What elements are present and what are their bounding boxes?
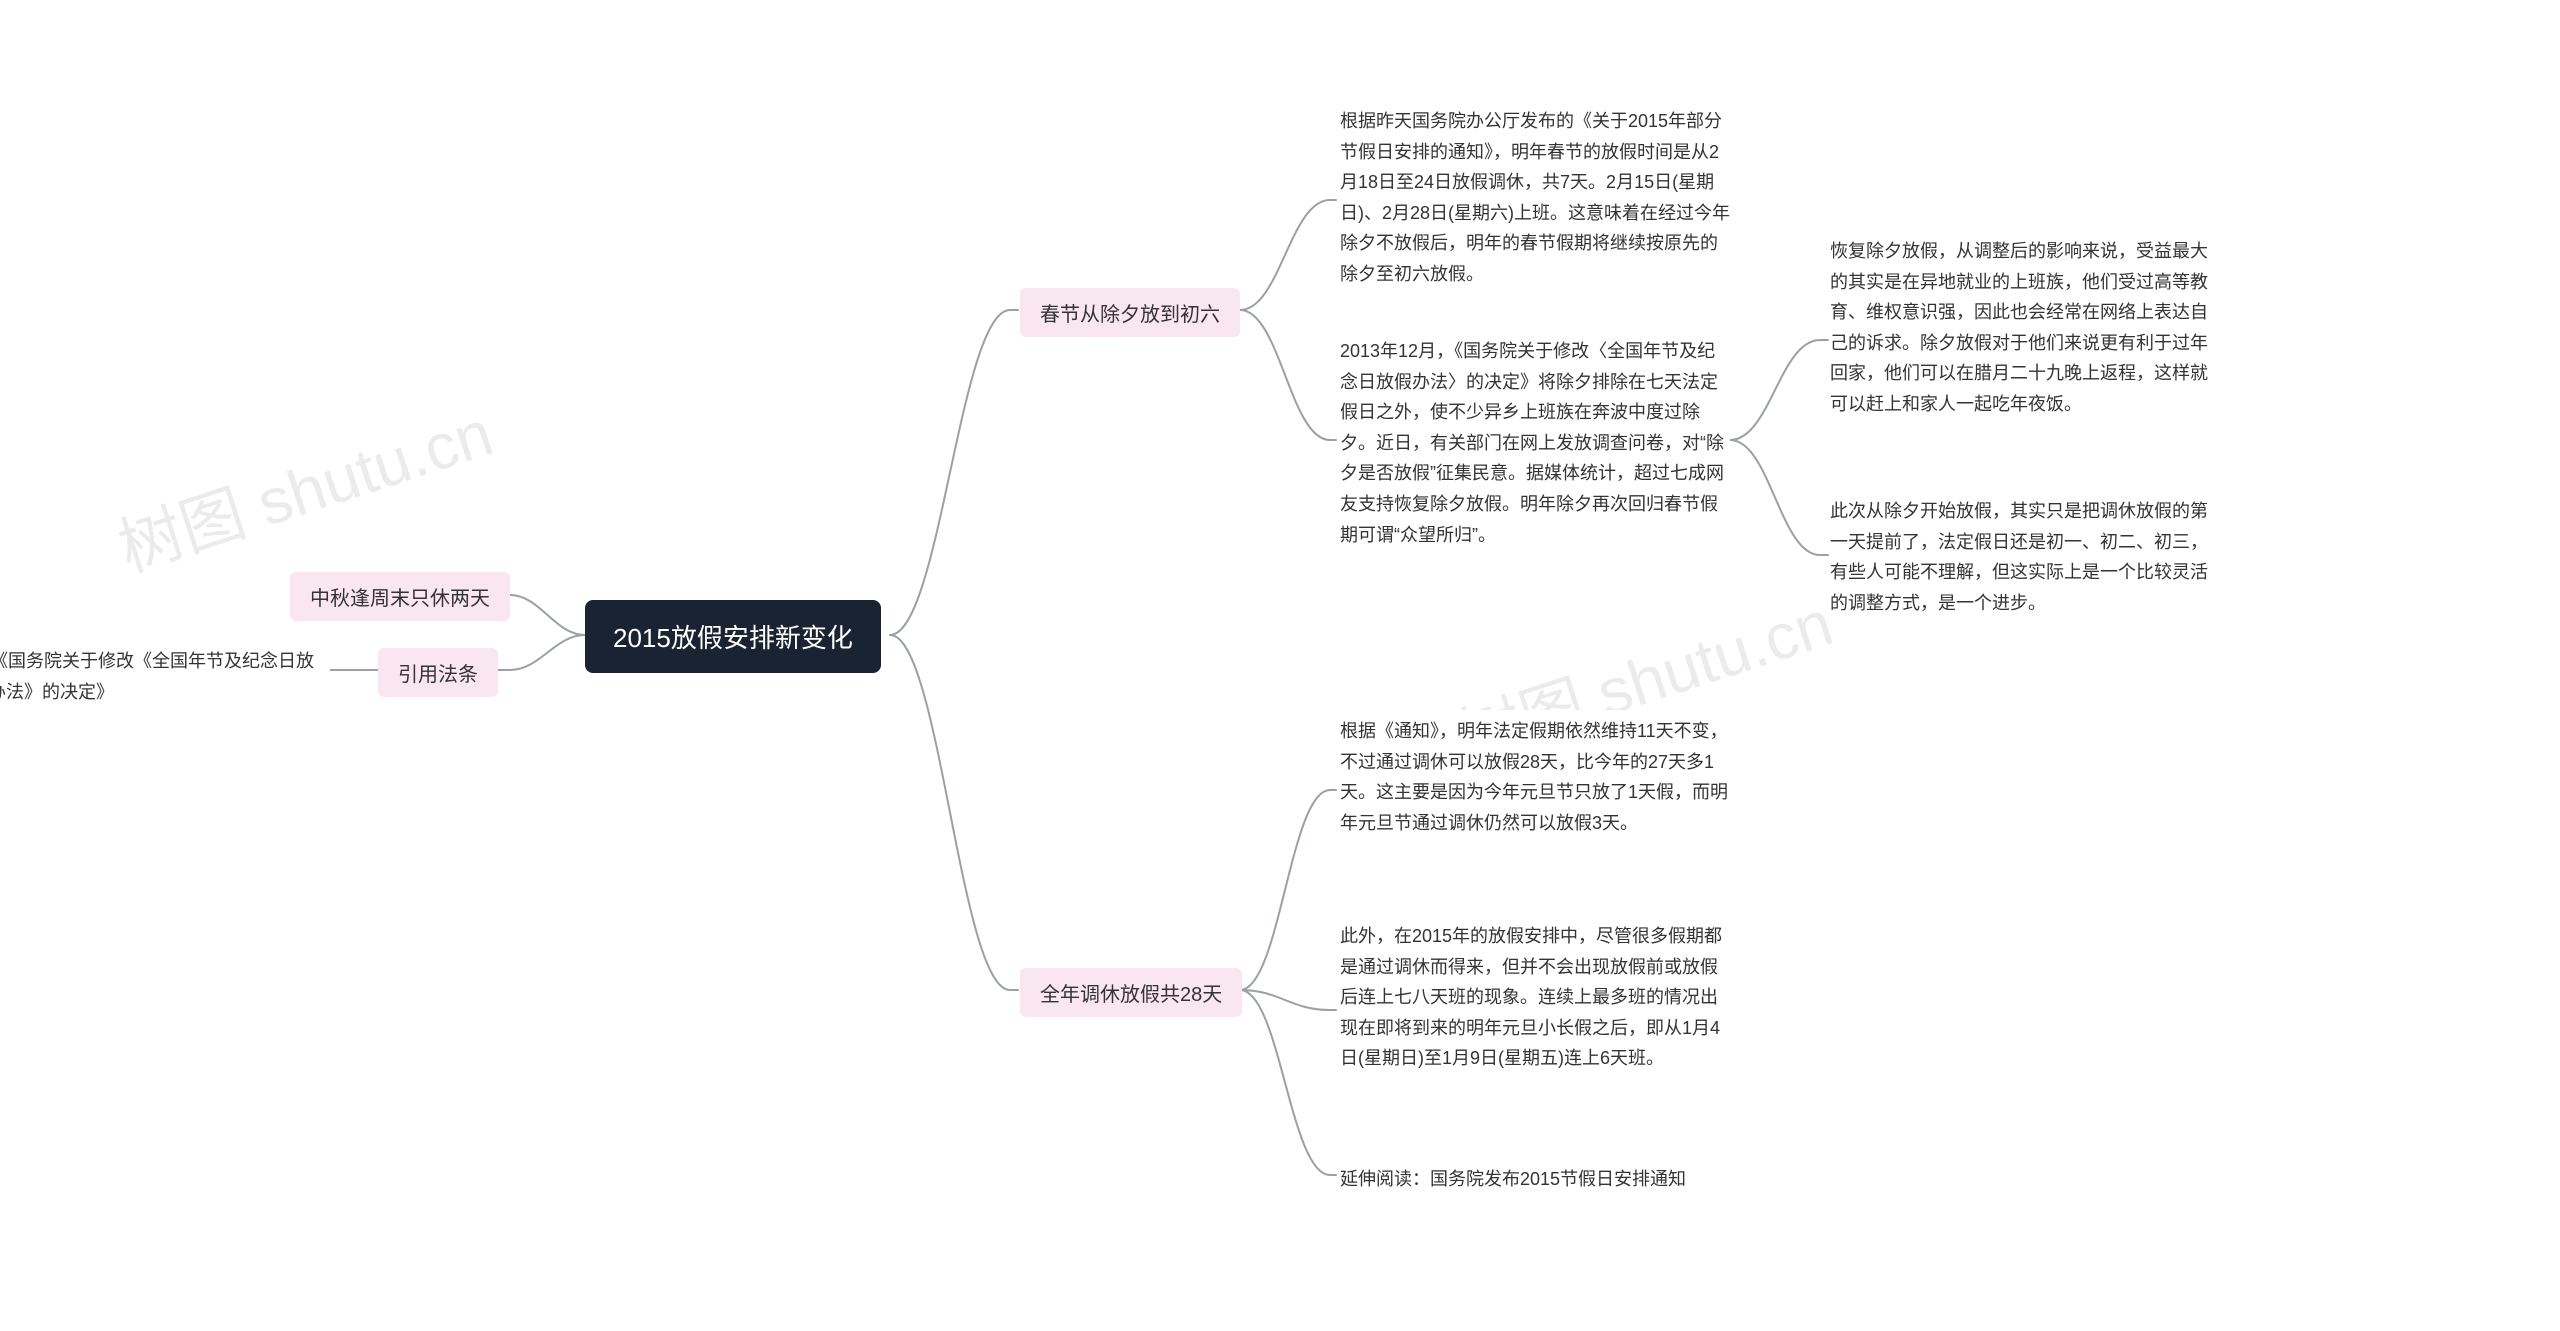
node-left-b1: [1]《国务院关于修改《全国年节及纪念日放假办法》的决定》 [0,640,330,713]
node-right-a2: 2013年12月，《国务院关于修改〈全国年节及纪念日放假办法〉的决定》将除夕排除… [1340,330,1730,556]
node-left-a[interactable]: 中秋逢周末只休两天 [290,572,510,621]
node-right-a1: 根据昨天国务院办公厅发布的《关于2015年部分节假日安排的通知》，明年春节的放假… [1340,100,1730,296]
node-right-a2y: 此次从除夕开始放假，其实只是把调休放假的第一天提前了，法定假日还是初一、初二、初… [1830,490,2220,624]
node-right-a[interactable]: 春节从除夕放到初六 [1020,288,1240,337]
node-right-b3: 延伸阅读：国务院发布2015节假日安排通知 [1340,1158,1730,1201]
node-right-a2x: 恢复除夕放假，从调整后的影响来说，受益最大的其实是在异地就业的上班族，他们受过高… [1830,230,2220,426]
node-right-b[interactable]: 全年调休放假共28天 [1020,968,1242,1017]
node-left-b[interactable]: 引用法条 [378,648,498,697]
node-right-b1: 根据《通知》，明年法定假期依然维持11天不变，不过通过调休可以放假28天，比今年… [1340,710,1730,844]
watermark: 树图 shutu.cn [105,382,502,589]
root-node[interactable]: 2015放假安排新变化 [585,600,881,673]
node-right-b2: 此外，在2015年的放假安排中，尽管很多假期都是通过调休而得来，但并不会出现放假… [1340,915,1730,1080]
